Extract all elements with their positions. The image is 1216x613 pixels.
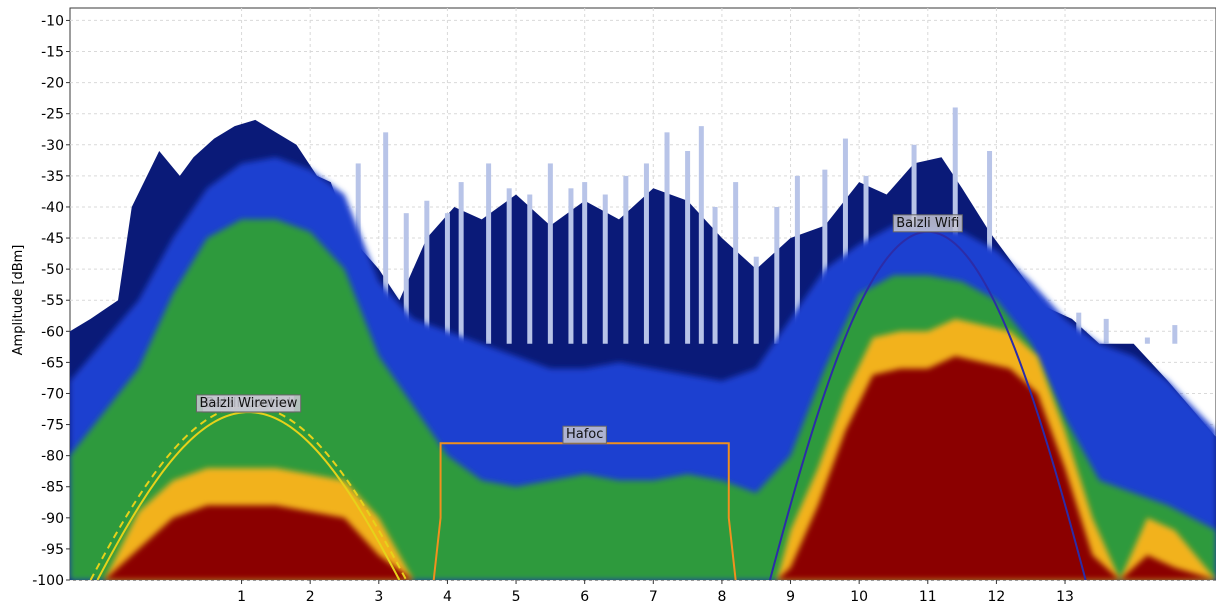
y-tick-label: -35	[41, 169, 64, 185]
data-layer	[70, 107, 1216, 580]
x-tick-label: 4	[443, 589, 452, 605]
y-tick-label: -90	[41, 511, 64, 527]
axes: -10 -15 -20 -25 -30 -35 -40 -45 -50 -55 -60 -65 -70 -…	[32, 13, 1074, 605]
peak-spike	[733, 182, 739, 344]
peak-spike	[1144, 337, 1150, 344]
x-tick-label: 9	[786, 589, 795, 605]
peak-spike	[527, 194, 533, 344]
peak-spike	[664, 132, 670, 344]
peak-spike	[623, 175, 629, 344]
y-tick-label: -85	[41, 480, 64, 496]
x-tick-label: 10	[850, 589, 868, 605]
peak-spike	[698, 126, 704, 344]
peak-spike	[602, 194, 608, 344]
annotation-label-text: Hafoc	[566, 427, 603, 442]
y-tick-label: -45	[41, 231, 64, 247]
y-tick-label: -40	[41, 200, 64, 216]
peak-spike	[506, 188, 512, 344]
annotation-label: Balzli Wireview	[195, 394, 302, 413]
y-tick-label: -10	[41, 13, 64, 29]
annotation-label-box	[892, 214, 963, 233]
peak-spike	[685, 151, 691, 344]
y-tick-label: -30	[41, 138, 64, 154]
peak-spike	[712, 206, 718, 344]
peak-spike	[403, 213, 409, 344]
peak-spike	[486, 163, 492, 344]
peak-spike	[1103, 318, 1109, 344]
x-tick-label: 13	[1056, 589, 1074, 605]
y-tick-label: -50	[41, 262, 64, 278]
annotation-label-text: Balzli Wireview	[199, 396, 297, 411]
y-tick-label: -15	[41, 45, 64, 61]
x-tick-label: 6	[580, 589, 589, 605]
y-tick-label: -25	[41, 107, 64, 123]
peak-spike	[1172, 325, 1178, 344]
annotation-label: Hafoc	[562, 425, 607, 444]
annotation-labels: Balzli ControlBalzli WireviewHafocBalzli…	[195, 214, 963, 444]
x-tick-label: 8	[717, 589, 726, 605]
y-tick-label: -75	[41, 418, 64, 434]
peak-spike	[547, 163, 553, 344]
annotation-label-box	[562, 425, 607, 444]
y-tick-label: -55	[41, 293, 64, 309]
y-tick-label: -80	[41, 449, 64, 465]
peak-spike	[568, 188, 574, 344]
peak-spike	[842, 138, 848, 344]
x-tick-label: 12	[987, 589, 1005, 605]
peak-spike	[753, 256, 759, 344]
y-tick-label: -95	[41, 542, 64, 558]
x-tick-label: 5	[512, 589, 521, 605]
peak-spike	[643, 163, 649, 344]
y-tick-label: -65	[41, 355, 64, 371]
peak-spike	[794, 175, 800, 344]
y-tick-label: -20	[41, 76, 64, 92]
x-tick-label: 3	[374, 589, 383, 605]
peak-spike	[383, 132, 389, 344]
y-tick-label: -100	[32, 573, 64, 589]
x-tick-label: 11	[919, 589, 937, 605]
peak-spike	[774, 206, 780, 344]
x-tick-label: 7	[649, 589, 658, 605]
x-tick-label: 2	[306, 589, 315, 605]
density-high	[70, 356, 1216, 580]
annotation-label-text: Balzli Wifi	[896, 216, 959, 231]
annotation-label: Balzli Wifi	[892, 214, 963, 233]
peak-spike	[1076, 312, 1082, 344]
y-axis-label: Amplitude [dBm]	[11, 245, 26, 356]
peak-spike	[444, 213, 450, 344]
peak-spike	[822, 169, 828, 344]
y-tick-label: -60	[41, 324, 64, 340]
peak-spike	[424, 200, 430, 344]
peak-spike	[458, 182, 464, 344]
y-tick-label: -70	[41, 386, 64, 402]
x-tick-label: 1	[237, 589, 246, 605]
peak-spike	[582, 182, 588, 344]
annotation-label-box	[195, 394, 302, 413]
